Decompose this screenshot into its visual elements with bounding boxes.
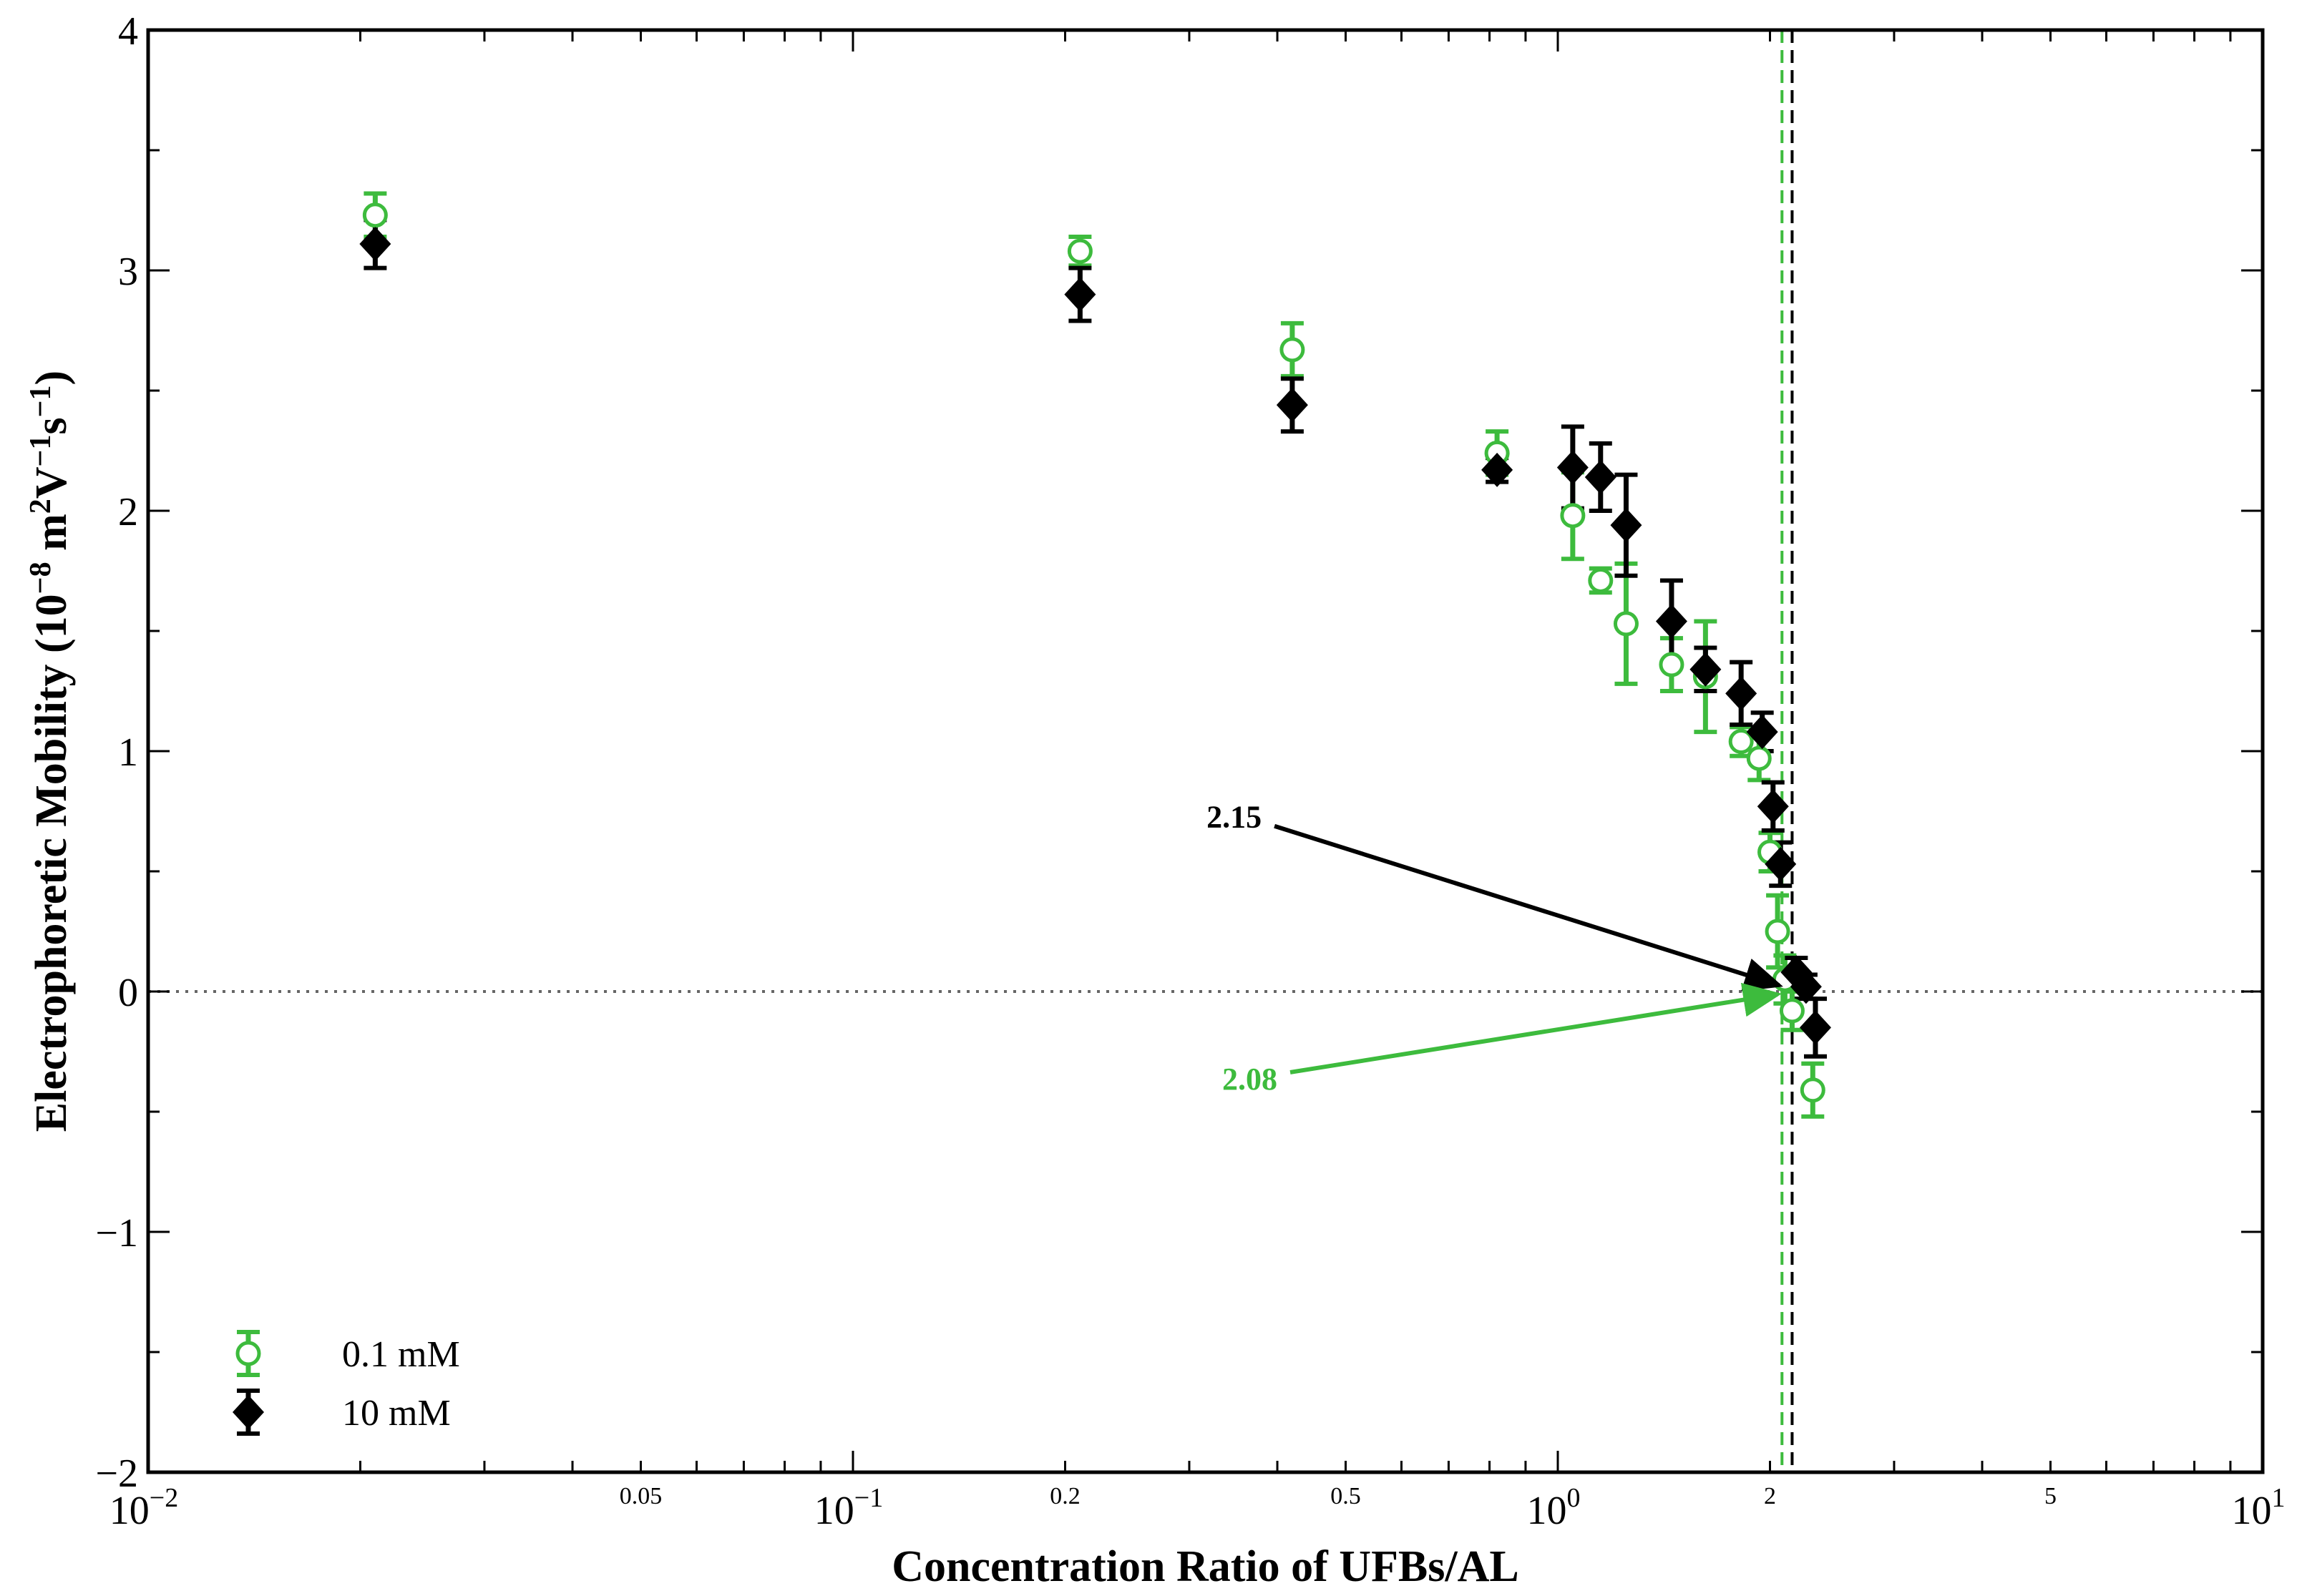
y-tick-label: 4 bbox=[118, 9, 138, 54]
axis-ticks bbox=[147, 29, 2264, 1474]
data-point-0-1-mM bbox=[1800, 1077, 1825, 1103]
data-point-0-1-mM bbox=[1067, 238, 1093, 264]
data-point-10-mM bbox=[1556, 450, 1589, 485]
data-point-0-1-mM bbox=[1659, 652, 1684, 677]
y-tick-label: 3 bbox=[118, 250, 138, 294]
data-point-10-mM bbox=[1790, 969, 1822, 1004]
x-minor-tick-label: 0.2 bbox=[1050, 1483, 1081, 1509]
legend-marker-open-circle bbox=[235, 1341, 261, 1366]
legend: 0.1 mM 10 mM bbox=[233, 1330, 460, 1436]
legend-label: 0.1 mM bbox=[342, 1334, 460, 1375]
x-minor-tick-label: 0.5 bbox=[1330, 1483, 1361, 1509]
y-axis-title-part: s bbox=[27, 417, 76, 434]
data-point-0-1-mM bbox=[362, 202, 388, 228]
x-minor-tick-label: 5 bbox=[2044, 1483, 2057, 1509]
data-point-0-1-mM bbox=[1588, 567, 1614, 593]
y-tick-label: 2 bbox=[118, 490, 138, 534]
data-point-10-mM bbox=[1064, 277, 1096, 312]
data-point-10-mM bbox=[1746, 715, 1778, 750]
data-point-10-mM bbox=[1481, 452, 1513, 487]
data-point-0-1-mM bbox=[1279, 337, 1305, 363]
annotation-label: 2.08 bbox=[1222, 1062, 1277, 1097]
annotations: 2.15 2.08 bbox=[1206, 800, 1783, 1097]
x-tick-label: 10−2 bbox=[109, 1483, 178, 1533]
y-axis-title: Electrophoretic Mobility (10−8 m2V−1s−1) bbox=[24, 371, 76, 1132]
data-point-0-1-mM bbox=[1765, 919, 1790, 944]
y-tick-label: 1 bbox=[118, 730, 138, 775]
y-axis-title-sup: 2 bbox=[24, 499, 57, 514]
legend-item-10-mM: 10 mM bbox=[233, 1389, 451, 1436]
reference-lines bbox=[148, 30, 2263, 1472]
y-axis-title-sup: −1 bbox=[24, 435, 57, 467]
legend-item-0-1-mM: 0.1 mM bbox=[235, 1330, 460, 1377]
annotation-arrow bbox=[1274, 823, 1783, 992]
y-axis-title-part: m bbox=[27, 514, 76, 562]
data-point-10-mM bbox=[1610, 508, 1642, 543]
legend-marker-diamond bbox=[233, 1395, 264, 1429]
data-point-0-1-mM bbox=[1779, 998, 1805, 1024]
data-point-10-mM bbox=[1725, 676, 1757, 711]
data-point-10-mM bbox=[1689, 652, 1722, 687]
x-tick-label: 10−1 bbox=[814, 1483, 883, 1533]
data-point-10-mM bbox=[1800, 1010, 1832, 1045]
data-point-10-mM bbox=[1584, 459, 1616, 494]
data-point-10-mM bbox=[1655, 604, 1687, 639]
data-point-10-mM bbox=[1276, 388, 1308, 423]
legend-label: 10 mM bbox=[342, 1393, 451, 1434]
data-point-10-mM bbox=[1757, 789, 1789, 824]
data-point-0-1-mM bbox=[1560, 503, 1586, 529]
data-point-0-1-mM bbox=[1728, 729, 1754, 755]
data-point-0-1-mM bbox=[1746, 745, 1772, 771]
x-minor-tick-label: 2 bbox=[1764, 1483, 1776, 1509]
y-axis-title-sup: −8 bbox=[24, 562, 57, 594]
data-point-0-1-mM bbox=[1613, 611, 1639, 637]
x-tick-label: 100 bbox=[1527, 1483, 1581, 1533]
data-point-10-mM bbox=[1765, 846, 1797, 881]
y-axis-title-part: ) bbox=[27, 371, 76, 386]
y-tick-label: −1 bbox=[95, 1211, 138, 1255]
data-markers bbox=[359, 202, 1832, 1103]
x-axis-title: Concentration Ratio of UFBs/AL bbox=[892, 1542, 1519, 1591]
annotation-label: 2.15 bbox=[1206, 800, 1262, 835]
y-axis-title-part: Electrophoretic Mobility (10 bbox=[27, 594, 76, 1132]
data-point-10-mM bbox=[359, 227, 391, 262]
y-axis-title-sup: −1 bbox=[24, 385, 57, 417]
error-bars bbox=[364, 191, 1828, 1119]
x-minor-tick-label: 0.05 bbox=[620, 1483, 663, 1509]
y-tick-label: 0 bbox=[118, 971, 138, 1015]
x-tick-label: 101 bbox=[2232, 1483, 2286, 1533]
plot-frame bbox=[146, 28, 2265, 1474]
annotation-arrow bbox=[1289, 982, 1783, 1074]
y-axis-title-part: V bbox=[27, 466, 76, 499]
y-tick-label: −2 bbox=[95, 1451, 138, 1496]
